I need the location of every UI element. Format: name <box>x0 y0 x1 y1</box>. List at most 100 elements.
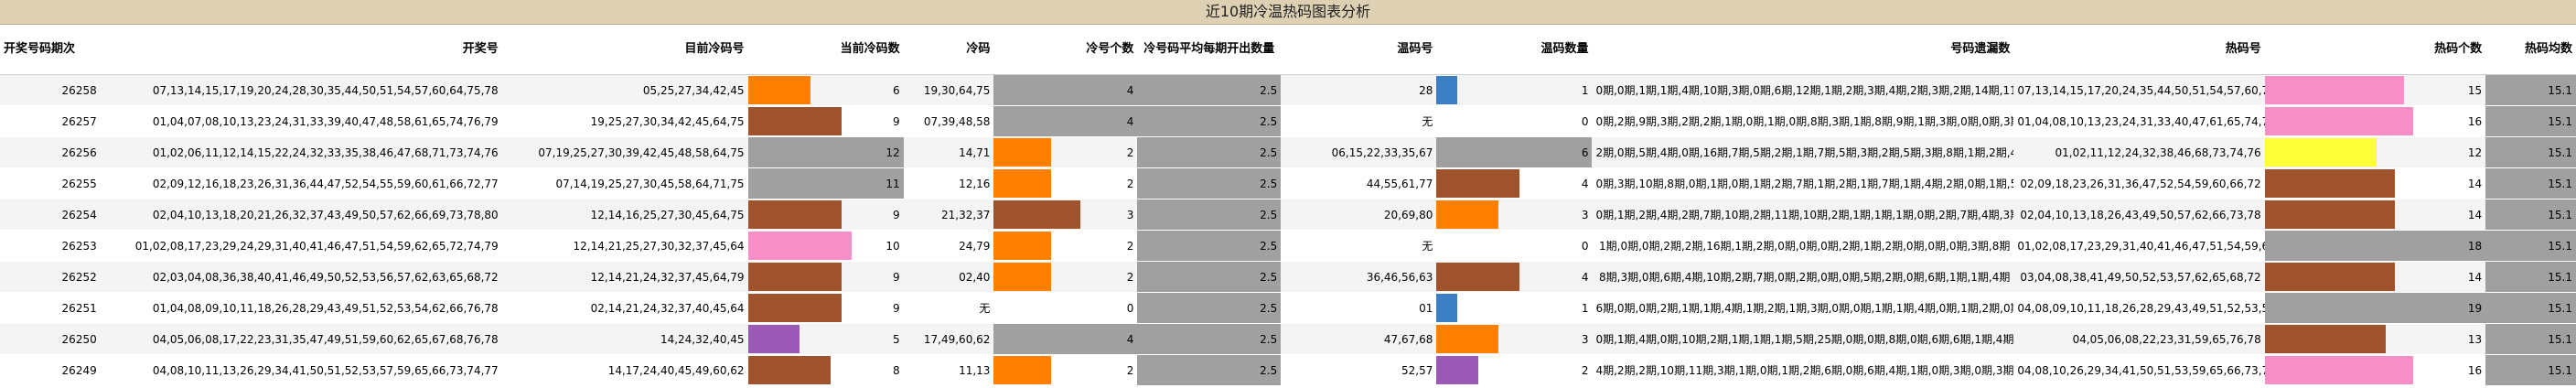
cold-count-cell-bar <box>747 76 810 104</box>
cold-k-cell: 4 <box>993 323 1138 355</box>
warm-count-cell-bar <box>1436 169 1520 198</box>
avg-cell: 2.5 <box>1137 292 1282 324</box>
cold-k-cell-value: 0 <box>1126 301 1134 315</box>
hot-avg-cell: 15.1 <box>2485 167 2576 199</box>
warm-count-cell: 1 <box>1436 292 1593 324</box>
draw-cell: 07,13,14,15,17,19,20,24,28,30,35,44,50,5… <box>100 74 502 106</box>
cold-k-cell-bar <box>993 356 1052 384</box>
warm-nums-cell: 01 <box>1281 292 1437 324</box>
cold-count-cell: 6 <box>747 74 904 106</box>
cold-count-cell: 8 <box>747 354 904 386</box>
hot-count-cell-bar <box>2264 263 2395 291</box>
hot-avg-cell: 15.1 <box>2485 292 2576 324</box>
period-cell: 26253 <box>0 230 101 262</box>
col-header-avg: 冷号码平均每期开出数量 <box>1137 25 1282 75</box>
draw-cell: 02,03,04,08,36,38,40,41,46,49,50,52,53,5… <box>100 261 502 293</box>
hot-count-cell-value: 19 <box>2467 301 2483 315</box>
cold-count-cell-value: 5 <box>893 332 900 346</box>
hot-avg-cell: 15.1 <box>2485 230 2576 262</box>
cold-count-cell: 9 <box>747 105 904 137</box>
cold-count-cell-value: 6 <box>893 83 900 97</box>
warm-count-cell: 0 <box>1436 105 1593 137</box>
cold-k-cell-value: 3 <box>1126 208 1134 221</box>
hot-nums-cell: 04,08,10,26,29,34,41,50,51,53,59,65,66,7… <box>2013 354 2265 386</box>
hot-nums-cell: 02,04,10,13,18,26,43,49,50,57,62,66,73,7… <box>2013 199 2265 231</box>
cold-k-cell-bar <box>993 138 1052 167</box>
warm-count-cell-value: 3 <box>1581 332 1589 346</box>
period-cell: 26256 <box>0 136 101 168</box>
table-row: 26251 01,04,08,09,10,11,18,26,28,29,43,49… <box>0 292 2576 324</box>
cold-k-cell: 2 <box>993 167 1138 199</box>
cold-k-cell-bar <box>993 169 1052 198</box>
cold-count-cell-bar <box>747 325 800 353</box>
cold-k-cell-value: 4 <box>1126 332 1134 346</box>
cold-nums-cell: 14,24,32,40,45 <box>501 323 748 355</box>
cold-cell: 24,79 <box>903 230 994 262</box>
cold-k-cell-value: 2 <box>1126 177 1134 190</box>
miss-cell: 2期,0期,5期,4期,0期,16期,7期,5期,2期,1期,7期,5期,3期,… <box>1592 136 2014 168</box>
cold-k-cell: 2 <box>993 136 1138 168</box>
table-row: 26256 01,02,06,11,12,14,15,22,24,32,33,35… <box>0 136 2576 168</box>
warm-count-cell-value: 0 <box>1581 239 1589 253</box>
hot-nums-cell: 01,04,08,10,13,23,24,31,33,40,47,61,65,7… <box>2013 105 2265 137</box>
cold-cell: 02,40 <box>903 261 994 293</box>
hot-count-cell-bar <box>2264 200 2395 229</box>
warm-nums-cell: 无 <box>1281 105 1437 137</box>
cold-k-cell-value: 4 <box>1126 83 1134 97</box>
warm-count-cell-bar <box>1436 356 1478 384</box>
cold-count-cell: 5 <box>747 323 904 355</box>
warm-count-cell: 2 <box>1436 354 1593 386</box>
cold-k-cell-value: 4 <box>1126 114 1134 128</box>
warm-count-cell-value: 2 <box>1581 363 1589 377</box>
table-row: 26258 07,13,14,15,17,19,20,24,28,30,35,44… <box>0 74 2576 106</box>
cold-cell: 14,71 <box>903 136 994 168</box>
warm-count-cell: 1 <box>1436 74 1593 106</box>
hot-count-cell-value: 16 <box>2467 114 2483 128</box>
miss-cell: 0期,2期,9期,3期,2期,2期,1期,0期,1期,0期,8期,3期,1期,8… <box>1592 105 2014 137</box>
period-cell: 26252 <box>0 261 101 293</box>
table-row: 26252 02,03,04,08,36,38,40,41,46,49,50,52… <box>0 261 2576 293</box>
cold-nums-cell: 12,14,16,25,27,30,45,64,75 <box>501 199 748 231</box>
warm-count-cell: 3 <box>1436 323 1593 355</box>
warm-count-cell-value: 4 <box>1581 270 1589 284</box>
cold-nums-cell: 12,14,21,25,27,30,32,37,45,64 <box>501 230 748 262</box>
cold-k-cell-value: 2 <box>1126 239 1134 253</box>
warm-count-cell-value: 6 <box>1581 146 1589 159</box>
draw-cell: 02,04,10,13,18,20,21,26,32,37,43,49,50,5… <box>100 199 502 231</box>
col-header-warm-count: 温码数量 <box>1436 25 1593 75</box>
warm-count-cell-value: 0 <box>1581 114 1589 128</box>
table-row: 26253 01,02,08,17,23,29,24,29,31,40,41,46… <box>0 230 2576 262</box>
hot-count-cell: 16 <box>2264 354 2486 386</box>
hot-count-cell-value: 16 <box>2467 363 2483 377</box>
hot-nums-cell: 07,13,14,15,17,20,24,35,44,50,51,54,57,6… <box>2013 74 2265 106</box>
col-header-hot-nums: 热码号 <box>2013 25 2265 75</box>
cold-count-cell: 9 <box>747 292 904 324</box>
hot-count-cell-bar <box>2264 107 2414 135</box>
hot-avg-cell: 15.1 <box>2485 105 2576 137</box>
col-header-cold-k: 冷号个数 <box>993 25 1138 75</box>
hot-avg-cell: 15.1 <box>2485 74 2576 106</box>
avg-cell: 2.5 <box>1137 199 1282 231</box>
cold-k-cell-value: 2 <box>1126 363 1134 377</box>
avg-cell: 2.5 <box>1137 354 1282 386</box>
col-header-hot-avg: 热码均数 <box>2485 25 2576 75</box>
cold-count-cell-bar <box>747 356 832 384</box>
col-header-warm-nums: 温码号 <box>1281 25 1437 75</box>
avg-cell: 2.5 <box>1137 136 1282 168</box>
hot-count-cell-value: 14 <box>2467 208 2483 221</box>
cold-count-cell-value: 9 <box>893 114 900 128</box>
warm-count-cell-bar <box>1436 200 1499 229</box>
cold-nums-cell: 07,19,25,27,30,39,42,45,48,58,64,75 <box>501 136 748 168</box>
warm-count-cell-bar <box>1436 263 1520 291</box>
cold-count-cell-value: 12 <box>886 146 900 159</box>
hot-count-cell-value: 13 <box>2467 332 2483 346</box>
draw-cell: 01,04,08,09,10,11,18,26,28,29,43,49,51,5… <box>100 292 502 324</box>
cold-nums-cell: 14,17,24,40,45,49,60,62 <box>501 354 748 386</box>
hot-count-cell-bar <box>2264 76 2405 104</box>
cold-cell: 21,32,37 <box>903 199 994 231</box>
cold-k-cell: 3 <box>993 199 1138 231</box>
cold-k-cell: 2 <box>993 354 1138 386</box>
warm-count-cell-value: 1 <box>1581 301 1589 315</box>
hot-count-cell-value: 15 <box>2467 83 2483 97</box>
table-row: 26249 04,08,10,11,13,26,29,34,41,50,51,52… <box>0 354 2576 386</box>
